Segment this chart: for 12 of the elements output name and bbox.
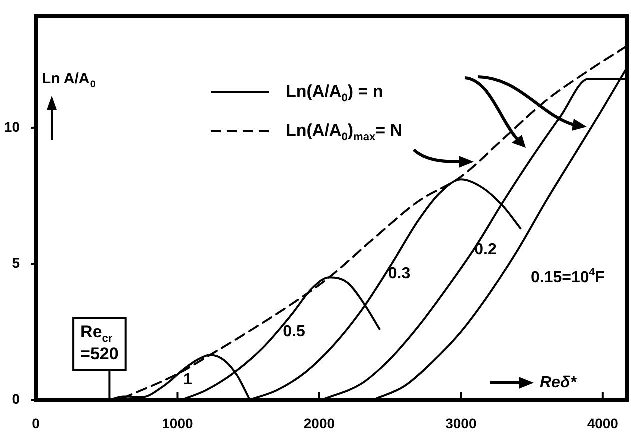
annotation: 0.3: [388, 266, 411, 283]
y-tick-label: 5: [12, 254, 20, 271]
x-tick-label: 4000: [587, 415, 619, 432]
y-tick-label: 10: [4, 118, 20, 135]
annotation: 1: [183, 371, 192, 388]
x-tick-label: 0: [32, 415, 40, 432]
x-axis-title: Reδ*: [540, 374, 578, 392]
x-tick-label: 1000: [162, 415, 194, 432]
x-tick-label: 2000: [304, 415, 336, 432]
annotation: 0.5: [283, 324, 306, 341]
x-tick-label: 3000: [446, 415, 477, 432]
y-tick-label: 0: [12, 390, 20, 407]
